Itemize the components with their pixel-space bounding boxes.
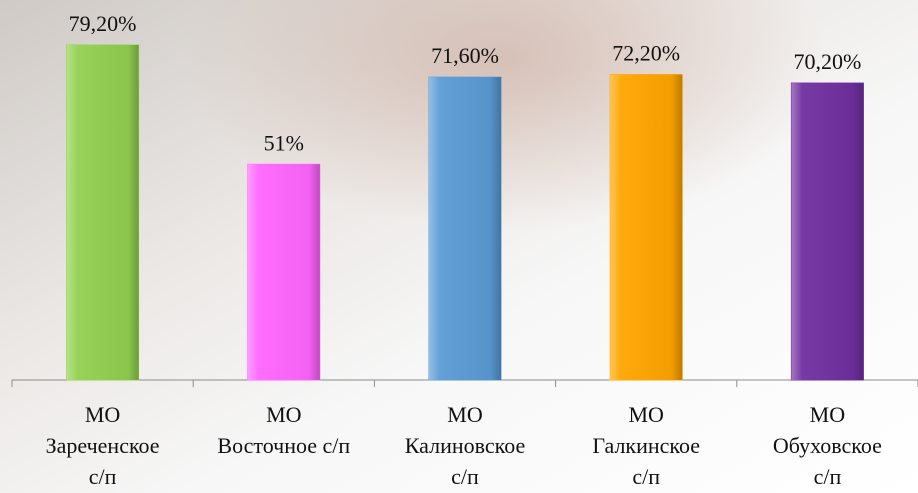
chart: 79,20%МОЗареченскоес/п51%МОВосточное с/п… [0,0,918,493]
value-label: 72,20% [612,41,680,66]
bar-shine [67,45,139,380]
value-label: 71,60% [431,43,499,68]
bar-shine [429,77,501,380]
bar-shine [791,83,863,380]
value-label: 70,20% [793,49,861,74]
value-label: 79,20% [69,11,137,36]
bar-shine [610,75,682,380]
value-label: 51% [264,130,304,155]
bar-shine [248,164,320,380]
